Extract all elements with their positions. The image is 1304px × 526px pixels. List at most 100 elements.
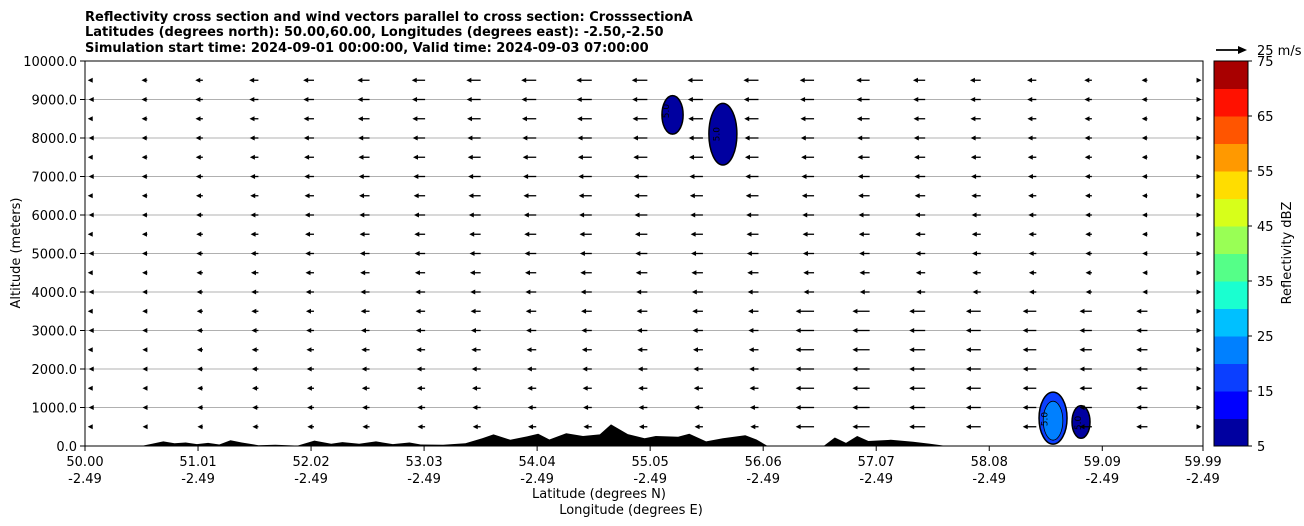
wind-vector <box>252 405 259 410</box>
wind-vector <box>580 270 592 276</box>
wind-vector <box>416 347 426 353</box>
wind-vector <box>691 270 703 276</box>
wind-vector <box>471 347 481 353</box>
x-tick-label-lat: 54.04 <box>519 455 556 470</box>
colorbar-segment <box>1214 61 1248 89</box>
colorbar-tick-label: 35 <box>1257 275 1274 290</box>
wind-vector <box>581 308 592 314</box>
wind-vector <box>88 289 94 295</box>
y-axis-ticks: 0.0 1000.0 2000.0 3000.0 4000.0 5000.0 6000.0 7… <box>23 55 85 455</box>
wind-vector <box>361 328 370 333</box>
wind-vector <box>856 116 870 122</box>
wind-vector <box>913 135 926 141</box>
wind-vector <box>526 347 537 353</box>
wind-vector <box>795 328 815 333</box>
wind-vector <box>688 135 703 141</box>
wind-vector <box>250 231 259 237</box>
wind-vector <box>965 366 981 372</box>
wind-vector <box>142 385 148 391</box>
wind-vector <box>87 270 93 276</box>
colorbar-segment <box>1214 391 1248 419</box>
wind-vector <box>1079 405 1092 410</box>
y-tick-label: 9000.0 <box>32 94 78 109</box>
wind-vector <box>359 231 370 237</box>
y-axis-label: Altitude (meters) <box>9 198 24 309</box>
wind-vector <box>1141 135 1148 141</box>
wind-vector <box>852 308 870 314</box>
wind-vector <box>195 97 203 102</box>
wind-vector <box>852 347 870 353</box>
wind-vector <box>413 193 426 199</box>
reflectivity-cell <box>1071 404 1091 440</box>
wind-vector <box>634 212 648 218</box>
wind-vector <box>1079 308 1092 314</box>
x-tick-label-lon: -2.49 <box>407 472 441 487</box>
wind-vector <box>1142 212 1148 218</box>
y-tick-label: 10000.0 <box>23 55 77 70</box>
wind-vector <box>915 251 926 256</box>
wind-vector <box>467 135 481 141</box>
wind-vector <box>87 231 93 237</box>
wind-vector <box>196 193 203 199</box>
wind-vector <box>1084 135 1092 141</box>
wind-vector <box>416 366 426 372</box>
wind-vector <box>1085 193 1092 199</box>
wind-vector <box>1136 308 1148 314</box>
title-line-3: Simulation start time: 2024-09-01 00:00:… <box>85 41 649 56</box>
wind-vector <box>689 174 703 179</box>
wind-vector <box>414 251 426 256</box>
wind-vector <box>1136 328 1148 333</box>
wind-vector <box>1196 97 1202 102</box>
x-tick-label-lat: 55.05 <box>632 455 669 470</box>
wind-vector <box>141 154 148 160</box>
wind-vector <box>1022 405 1037 410</box>
wind-vector <box>304 174 314 179</box>
wind-vector <box>971 174 981 179</box>
wind-vector <box>252 424 259 430</box>
wind-vector <box>251 289 259 295</box>
wind-vector <box>88 174 94 179</box>
wind-vector <box>1079 328 1092 333</box>
wind-vector <box>360 270 370 276</box>
wind-vector <box>142 289 148 295</box>
reflectivity-cell <box>661 94 684 135</box>
wind-vector <box>1084 97 1092 102</box>
wind-vector <box>305 270 314 276</box>
wind-vector <box>1028 231 1037 237</box>
colorbar-tick-label: 25 <box>1257 330 1274 345</box>
x-tick-label-lat: 51.01 <box>179 455 216 470</box>
colorbar-tick-label: 15 <box>1257 385 1274 400</box>
wind-vector <box>306 347 314 353</box>
wind-vector <box>362 424 370 430</box>
wind-vector <box>802 231 815 237</box>
wind-vector <box>693 385 703 391</box>
wind-vector <box>306 385 314 391</box>
wind-vector <box>523 212 537 218</box>
wind-vector <box>970 116 981 122</box>
wind-vector <box>909 308 926 314</box>
wind-vector <box>142 308 148 314</box>
colorbar-tick-label: 5 <box>1257 440 1265 455</box>
wind-vector <box>971 212 981 218</box>
wind-vector <box>690 231 703 237</box>
wind-vector <box>859 289 870 295</box>
contour-label: 5.0 <box>713 127 723 142</box>
wind-vector <box>195 135 203 141</box>
wind-vector <box>251 308 259 314</box>
wind-vector <box>1084 174 1092 179</box>
wind-vector <box>1084 116 1092 122</box>
wind-vector <box>576 77 592 83</box>
wind-vectors <box>87 77 1202 430</box>
colorbar-segment <box>1214 88 1248 117</box>
wind-vector <box>909 366 926 372</box>
wind-vector <box>795 366 815 372</box>
wind-vector <box>743 97 759 102</box>
wind-vector <box>305 231 314 237</box>
wind-vector <box>747 289 759 295</box>
wind-vector <box>914 174 926 179</box>
wind-vector <box>521 97 537 102</box>
wind-vector <box>357 97 370 102</box>
x-tick-label-lon: -2.49 <box>520 472 554 487</box>
wind-vector <box>694 424 703 430</box>
wind-vector <box>361 366 370 372</box>
